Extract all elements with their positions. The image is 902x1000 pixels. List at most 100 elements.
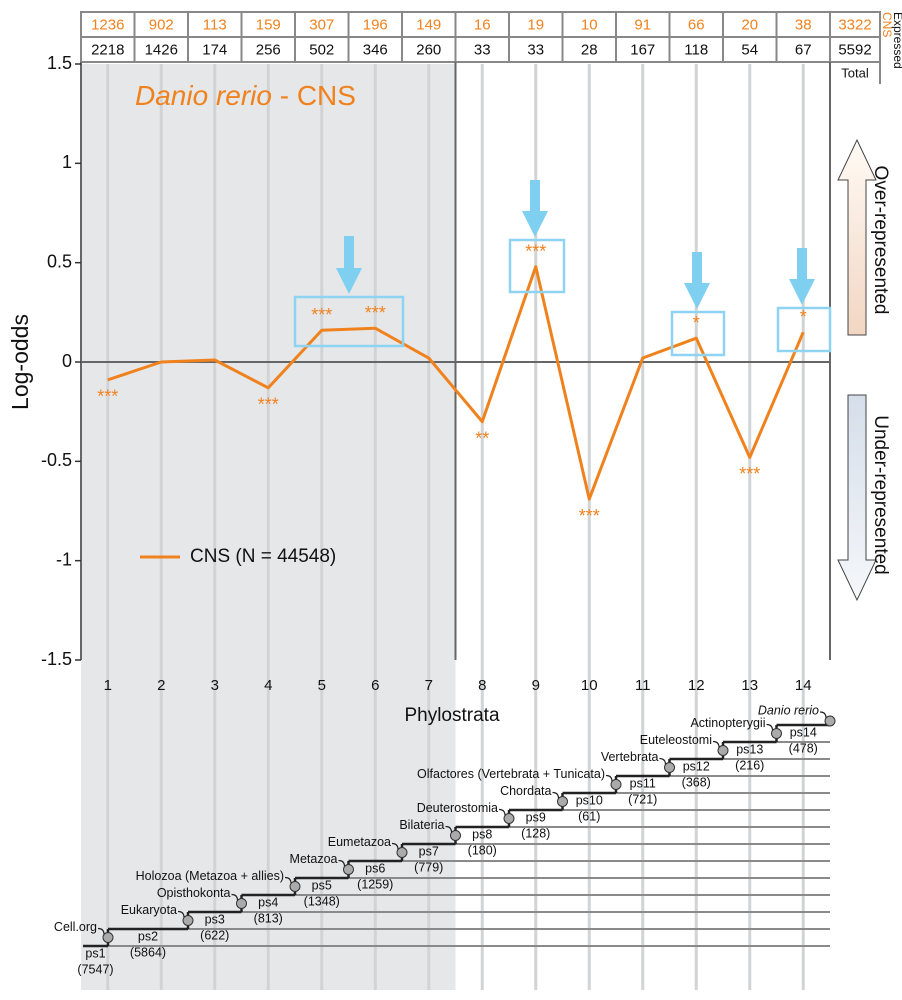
x-tick-label: 1 (104, 677, 112, 694)
tree-node (717, 745, 729, 756)
y-tick-label: 1.5 (47, 53, 72, 73)
ps-count: (779) (414, 860, 443, 874)
x-tick-label: 9 (532, 677, 540, 694)
clade-label: Opisthokonta (157, 886, 231, 900)
table-cell (240, 36, 296, 63)
ps-count: (622) (200, 928, 229, 942)
table-cell (615, 36, 671, 63)
table-value: 67 (795, 41, 812, 58)
table-cell (668, 11, 724, 38)
arrow (336, 236, 362, 294)
clade-label: Chordata (500, 784, 551, 798)
significance-label: *** (311, 305, 332, 325)
significance-label: * (693, 313, 700, 333)
significance-label: *** (579, 506, 600, 526)
under-arrow (837, 394, 877, 602)
background (81, 64, 805, 990)
tree-node (503, 813, 515, 824)
ps-label: ps12 (683, 759, 710, 773)
y-tick-label: -0.5 (41, 450, 72, 470)
clade-connector (498, 808, 506, 816)
table-value: 260 (416, 41, 441, 58)
ps-count: (61) (578, 809, 600, 823)
ps-count: (813) (254, 911, 283, 925)
table-value: 33 (527, 41, 544, 58)
x-tick-label: 13 (741, 677, 758, 694)
ps-label: ps7 (419, 844, 439, 858)
tree-node (396, 847, 408, 858)
clade-label: Bilateria (399, 818, 444, 832)
table-value: 20 (741, 16, 758, 33)
ps-label: ps10 (576, 793, 603, 807)
table-value: 91 (634, 16, 651, 33)
x-tick-label: 6 (371, 677, 379, 694)
highlights (293, 238, 832, 357)
clade-connector (552, 791, 560, 799)
y-tick-label: -1.5 (41, 649, 72, 669)
significance-label: *** (525, 241, 546, 261)
table-value: 149 (416, 16, 441, 33)
table-value: 66 (688, 16, 705, 33)
clade-connector (97, 927, 105, 935)
clade-connector (284, 876, 292, 884)
x-tick-label: 5 (318, 677, 326, 694)
highlight-box (293, 295, 405, 348)
table-cell (775, 11, 831, 38)
ps-label: ps4 (258, 895, 278, 909)
table-cell (187, 36, 243, 63)
ps-label: ps1 (85, 946, 105, 960)
arrow (789, 248, 815, 305)
highlight-box (508, 238, 566, 294)
x-tick-label: 12 (688, 677, 705, 694)
y-tick-label: 1 (62, 152, 72, 172)
table-cell (722, 11, 778, 38)
clade-label: Deuterostomia (417, 801, 498, 815)
clade-label: Eukaryota (121, 903, 177, 917)
table-value: 10 (581, 16, 598, 33)
clade-connector (391, 842, 399, 850)
significance-label: *** (365, 303, 386, 323)
tree-node (664, 762, 675, 773)
tree-node (771, 728, 782, 739)
clade-connector (338, 859, 346, 867)
table-value: 2218 (91, 41, 124, 58)
table-value: 167 (630, 41, 655, 58)
x-tick-label: 4 (264, 677, 272, 694)
table-value: 159 (256, 16, 281, 33)
over-arrow (837, 138, 877, 336)
table-value: 346 (363, 41, 388, 58)
x-tick-label: 8 (478, 677, 486, 694)
clade-connector (231, 893, 239, 901)
ps-count: (128) (521, 826, 550, 840)
ps-count: (180) (468, 843, 497, 857)
clade-label: Metazoa (290, 852, 338, 866)
arrow (684, 252, 710, 309)
clade-label: Euteleostomi (640, 733, 712, 747)
table-cell (294, 36, 350, 63)
tree-node (450, 830, 461, 841)
tree-node (289, 881, 301, 892)
tree-node (343, 864, 354, 875)
plot: 1236 902 113 159 307 196 149 16 19 10 91 66 20 38 3322… (41, 11, 902, 976)
ps-count: (368) (682, 775, 711, 789)
table-cell (508, 11, 564, 38)
ps-count: (478) (789, 741, 818, 755)
legend-label: CNS (N = 44548) (190, 546, 336, 567)
table-total: 5592 (838, 41, 871, 58)
table-value: 902 (149, 16, 174, 33)
ps-label: ps8 (472, 827, 492, 841)
ps-label: ps2 (138, 929, 158, 943)
table-value: 174 (202, 41, 227, 58)
table-cell (401, 36, 457, 63)
clade-label: Holozoa (Metazoa + allies) (136, 869, 284, 883)
ps-count: (216) (735, 758, 764, 772)
significance-label: *** (739, 464, 760, 484)
significance-label: *** (97, 387, 118, 407)
table-value: 19 (527, 16, 544, 33)
ps-label: ps13 (736, 742, 763, 756)
table-total: 3322 (838, 16, 871, 33)
table-value: 16 (474, 16, 491, 33)
ps-count: (1348) (304, 894, 340, 908)
tree-node (102, 932, 114, 943)
arrow (522, 180, 548, 237)
